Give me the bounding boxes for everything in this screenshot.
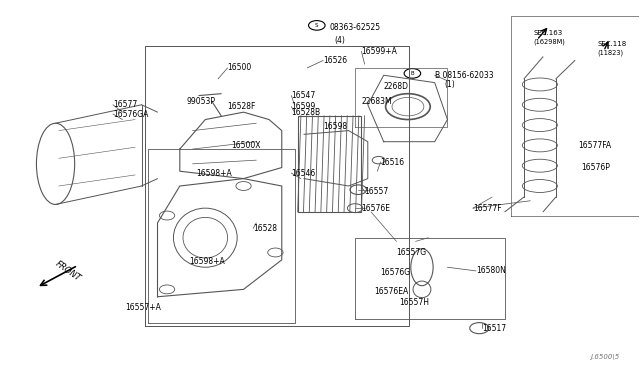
Text: 16557+A: 16557+A <box>125 303 161 312</box>
Text: 16557G: 16557G <box>396 248 427 257</box>
Text: 16598: 16598 <box>323 122 348 131</box>
Text: 16546: 16546 <box>291 169 316 177</box>
Text: 16599+A: 16599+A <box>362 47 397 56</box>
Text: 16576P: 16576P <box>581 163 610 172</box>
Text: 16528F: 16528F <box>228 102 256 111</box>
Text: 22683M: 22683M <box>362 97 392 106</box>
Text: 16528B: 16528B <box>291 108 321 117</box>
Text: 16576EA: 16576EA <box>374 287 408 296</box>
Text: 16577FA: 16577FA <box>578 141 611 150</box>
Text: (16298M): (16298M) <box>534 39 565 45</box>
Text: FRONT: FRONT <box>54 259 83 283</box>
Text: 16598+A: 16598+A <box>196 169 232 177</box>
Text: 16557H: 16557H <box>399 298 429 307</box>
Text: SEC.118: SEC.118 <box>597 41 627 47</box>
Text: 99053P: 99053P <box>186 97 215 106</box>
Text: 16517: 16517 <box>483 324 507 333</box>
Text: B: B <box>411 71 414 76</box>
Text: 16577: 16577 <box>113 100 137 109</box>
Text: 16577F: 16577F <box>473 203 502 213</box>
Text: (4): (4) <box>335 36 346 45</box>
Text: J.6500\5: J.6500\5 <box>590 353 620 359</box>
Text: 16500X: 16500X <box>231 141 260 150</box>
Text: 16500: 16500 <box>228 63 252 72</box>
Bar <box>298 116 362 212</box>
Text: 2268D: 2268D <box>384 82 409 91</box>
Text: 16599: 16599 <box>291 102 316 111</box>
Text: 16576E: 16576E <box>362 203 390 213</box>
Text: 16580N: 16580N <box>476 266 506 275</box>
Text: SEC.163: SEC.163 <box>534 30 563 36</box>
Text: B 08156-62033: B 08156-62033 <box>435 71 493 80</box>
Text: 16528: 16528 <box>253 224 277 233</box>
Text: 16598+A: 16598+A <box>189 257 225 266</box>
Text: 16576GA: 16576GA <box>113 109 148 119</box>
Text: 16547: 16547 <box>291 91 316 100</box>
Text: S: S <box>315 23 319 28</box>
Text: 08363-62525: 08363-62525 <box>330 23 381 32</box>
Text: 16516: 16516 <box>381 157 404 167</box>
Text: (11823): (11823) <box>597 50 623 56</box>
Text: 16576G: 16576G <box>381 268 411 277</box>
Text: (1): (1) <box>444 80 455 89</box>
Text: 16526: 16526 <box>323 56 348 65</box>
Text: 16557: 16557 <box>365 187 389 196</box>
